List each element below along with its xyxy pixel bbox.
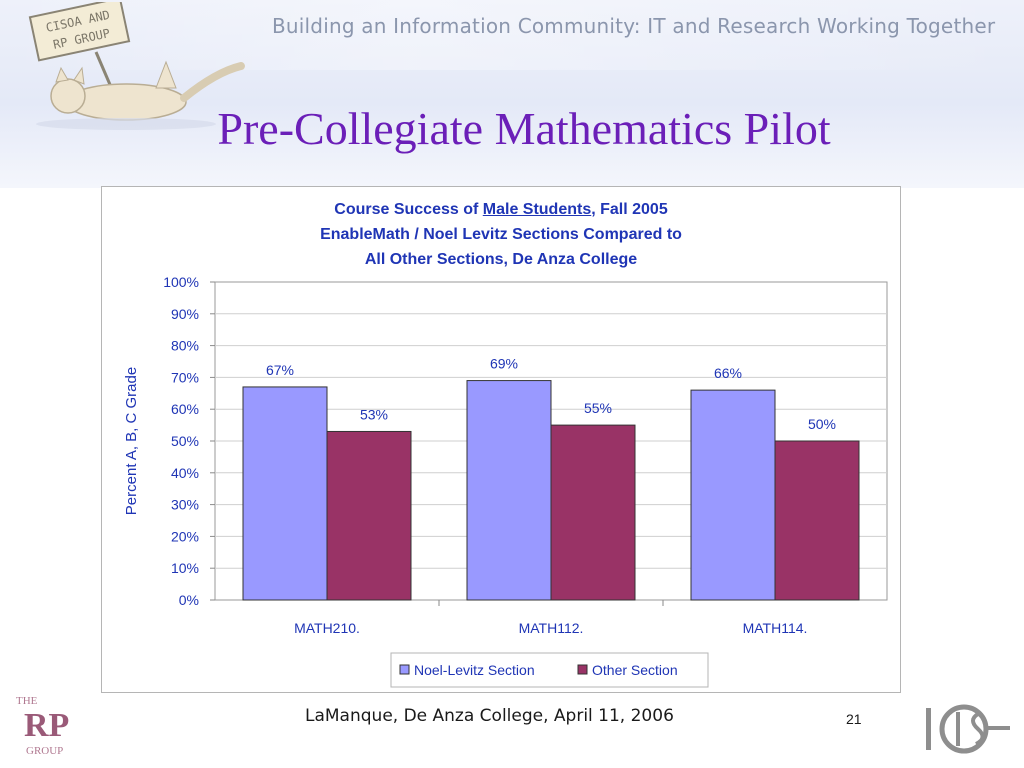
- legend-label: Noel-Levitz Section: [414, 662, 535, 678]
- chart-title-suffix: , Fall 2005: [591, 201, 668, 218]
- banner-highlight: [0, 0, 1024, 70]
- y-tick-label: 50%: [171, 433, 199, 449]
- rp-group-logo: THE RP GROUP: [16, 695, 69, 757]
- y-tick-label: 70%: [171, 369, 199, 385]
- y-tick-label: 90%: [171, 306, 199, 322]
- data-label: 50%: [808, 416, 836, 432]
- data-label: 53%: [360, 406, 388, 422]
- y-axis-title: Percent A, B, C Grade: [123, 367, 140, 515]
- x-tick-label: MATH112.: [519, 620, 584, 636]
- x-tick-label: MATH210.: [294, 620, 360, 636]
- bar-noel-levitz-math114: [690, 389, 776, 601]
- data-label: 69%: [490, 356, 518, 372]
- rp-logo-group: GROUP: [26, 745, 63, 757]
- bar-noel-levitz-math112: [466, 380, 552, 601]
- y-tick-label: 40%: [171, 465, 199, 481]
- y-tick-label: 10%: [171, 560, 199, 576]
- header-banner: CISOA AND RP GROUP Building an Informati…: [0, 0, 1024, 188]
- cisoa-logo: [926, 704, 1010, 754]
- legend-label: Other Section: [592, 662, 678, 678]
- legend-swatch: [399, 664, 410, 675]
- page-number: 21: [846, 711, 862, 727]
- legend-swatch: [577, 664, 588, 675]
- chart-title-prefix: Course Success of: [334, 201, 483, 218]
- bar-noel-levitz-math210: [242, 386, 328, 601]
- data-label: 67%: [266, 362, 294, 378]
- y-tick-label: 0%: [179, 592, 199, 608]
- chart-panel: Course Success of Male Students, Fall 20…: [101, 186, 901, 693]
- y-tick-label: 20%: [171, 528, 199, 544]
- legend: [390, 652, 709, 688]
- y-tick-label: 30%: [171, 497, 199, 513]
- chart-title-line-1: Course Success of Male Students, Fall 20…: [102, 201, 900, 219]
- chart-title-line-2: EnableMath / Noel Levitz Sections Compar…: [320, 226, 682, 243]
- bar-other-math210: [326, 430, 412, 601]
- bar-other-math114: [774, 440, 860, 601]
- tagline: Building an Information Community: IT an…: [272, 14, 996, 38]
- y-tick-label: 60%: [171, 401, 199, 417]
- mascot-illustration: CISOA AND RP GROUP: [28, 2, 245, 130]
- chart-title-emphasis: Male Students: [482, 201, 592, 218]
- slide-title: Pre-Collegiate Mathematics Pilot: [217, 103, 831, 154]
- chart-title-line-3: All Other Sections, De Anza College: [364, 251, 638, 268]
- data-label: 55%: [584, 400, 612, 416]
- y-tick-label: 100%: [163, 274, 199, 290]
- data-label: 66%: [714, 365, 742, 381]
- x-tick-label: MATH114.: [743, 620, 808, 636]
- rp-logo-the: THE: [16, 695, 38, 707]
- footer-text: LaManque, De Anza College, April 11, 200…: [305, 706, 674, 726]
- y-tick-label: 80%: [171, 338, 199, 354]
- bar-chart: 0% 10% 20% 30% 40% 50% 60% 70% 80% 90% 100% Percent…: [123, 274, 888, 688]
- bar-other-math112: [550, 424, 636, 601]
- rp-logo-rp: RP: [24, 707, 69, 744]
